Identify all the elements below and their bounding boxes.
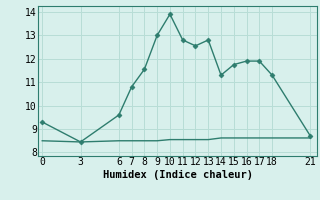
X-axis label: Humidex (Indice chaleur): Humidex (Indice chaleur) [103, 170, 252, 180]
